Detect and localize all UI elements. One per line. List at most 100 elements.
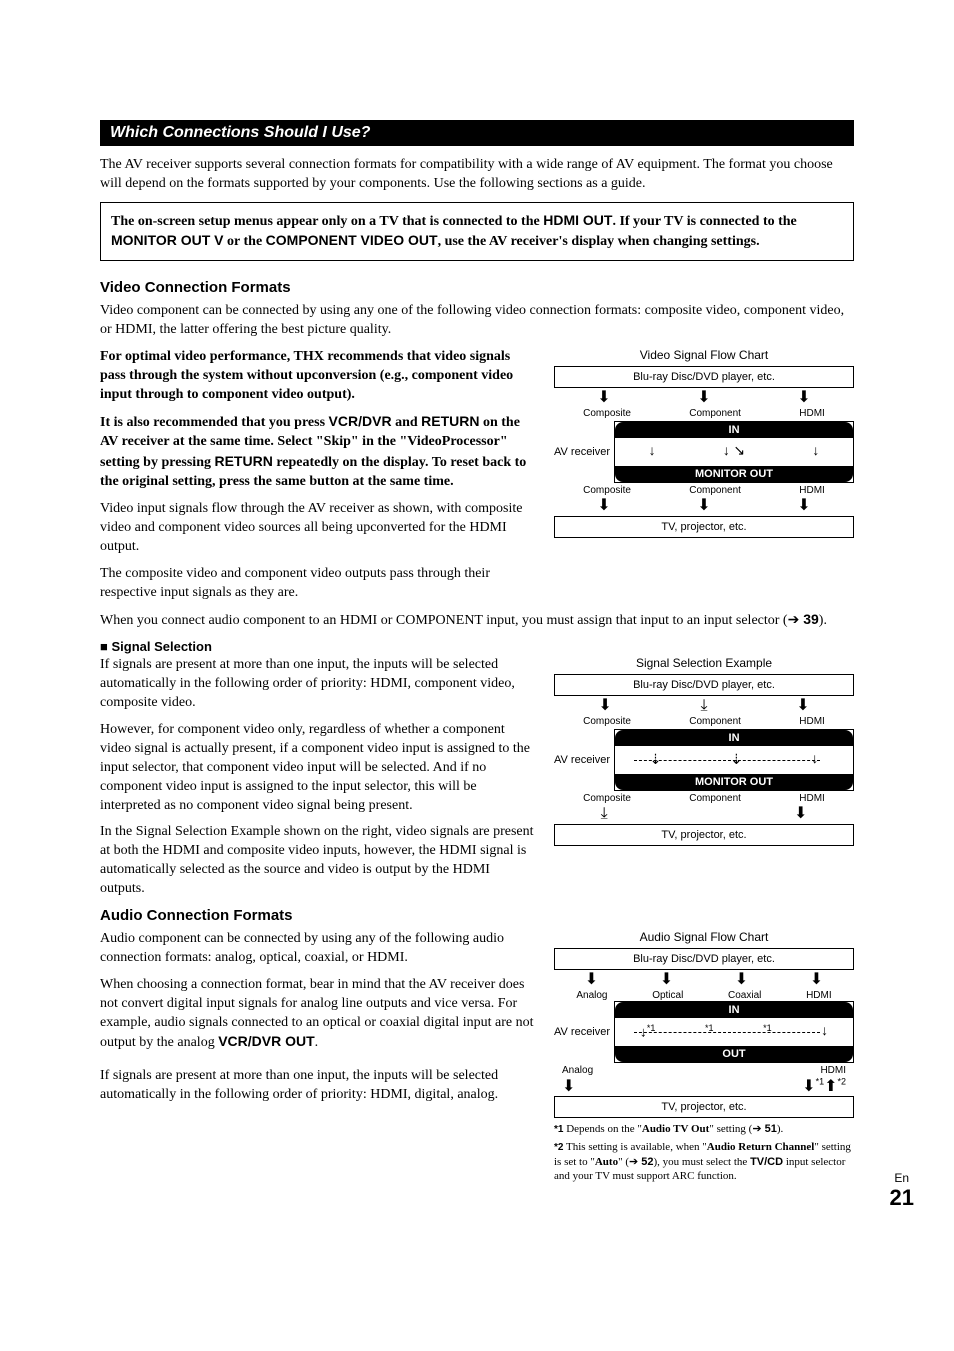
av-receiver-label: AV receiver (554, 421, 610, 483)
diagram-audio-source: Blu-ray Disc/DVD player, etc. (554, 948, 854, 970)
sigsel-p2: However, for component video only, regar… (100, 721, 536, 815)
fn2arrow: ➔ (629, 1156, 638, 1168)
sup2: *2 (837, 1077, 846, 1087)
audio-p1: Audio component can be connected by usin… (100, 930, 536, 968)
footer-lang: En (890, 1171, 914, 1185)
diagram-video-labels-out: Composite Component HDMI (554, 485, 854, 496)
lbl-component-out: Component (689, 793, 741, 804)
vr-btn1: VCR/DVR (329, 413, 392, 429)
section-header: Which Connections Should I Use? (100, 120, 854, 146)
fn1ref: 51 (762, 1123, 777, 1135)
av-receiver-label: AV receiver (554, 729, 610, 791)
diagram-audio-title: Audio Signal Flow Chart (554, 930, 854, 944)
fn1-num: *1 (554, 1124, 563, 1135)
arrow-row: ⬇⬇⬇⬇ (554, 972, 854, 988)
callout-mid2: or the (224, 234, 266, 249)
fn1a: Depends on the " (566, 1123, 642, 1135)
vr-btn2: RETURN (421, 413, 479, 429)
video-flow-diagram: Video Signal Flow Chart Blu-ray Disc/DVD… (554, 348, 854, 540)
lbl-component-out: Component (689, 485, 741, 496)
footnote-2: *2 This setting is available, when "Audi… (554, 1140, 854, 1183)
av-receiver-body: IN ↓*1 *1 *1 ↓ OUT (614, 1001, 854, 1063)
va-arrow: ➔ (788, 613, 800, 628)
vr-p2: and (392, 415, 422, 430)
band-in: IN (615, 422, 853, 438)
callout-hdmi-out: HDMI OUT (543, 212, 612, 228)
av-receiver-label: AV receiver (554, 1001, 610, 1063)
fn2-num: *2 (554, 1142, 563, 1153)
video-passthrough: The composite video and component video … (100, 565, 536, 603)
fn2a: This setting is available, when " (566, 1141, 707, 1153)
fn1arrow: ➔ (752, 1123, 761, 1135)
diagram-video-labels: Composite Component HDMI (554, 408, 854, 419)
sup1b: *1 (705, 1023, 714, 1033)
arrow-row-out: ⬇ ⬇*1⬆*2 (554, 1076, 854, 1096)
fn1c: " setting ( (709, 1123, 752, 1135)
fn2f: ), you must select the (654, 1156, 751, 1168)
callout-prefix: The on-screen setup menus appear only on… (111, 214, 543, 229)
audio-left-column: Audio component can be connected by usin… (100, 930, 536, 1113)
fn1d: ). (777, 1123, 783, 1135)
callout-mid: . If your TV is connected to the (612, 214, 796, 229)
diagram-video-dest: TV, projector, etc. (554, 516, 854, 538)
lbl-component: Component (689, 408, 741, 419)
ap2c: . (315, 1035, 319, 1050)
lbl-composite-out: Composite (583, 485, 631, 496)
lbl-hdmi-out: HDMI (799, 793, 825, 804)
diagram-video-title: Video Signal Flow Chart (554, 348, 854, 362)
band-in: IN (615, 1002, 853, 1018)
sup1a: *1 (647, 1023, 656, 1033)
diagram-sigsel-labels: Composite Component HDMI (554, 716, 854, 727)
va-ref: 39 (799, 611, 818, 627)
video-left-column: For optimal video performance, THX recom… (100, 348, 536, 611)
lbl-analog: Analog (576, 990, 607, 1001)
video-intro: Video component can be connected by usin… (100, 302, 854, 340)
sigsel-left-column: If signals are present at more than one … (100, 656, 536, 907)
lbl-hdmi-out: HDMI (799, 485, 825, 496)
fn2e: " ( (618, 1156, 629, 1168)
lbl-component: Component (689, 716, 741, 727)
lbl-hdmi-out: HDMI (820, 1065, 846, 1076)
footer-page-number: 21 (890, 1185, 914, 1211)
audio-flow-diagram: Audio Signal Flow Chart Blu-ray Disc/DVD… (554, 930, 854, 1183)
lbl-optical: Optical (652, 990, 683, 1001)
diagram-sigsel-source: Blu-ray Disc/DVD player, etc. (554, 674, 854, 696)
callout-monitor-out: MONITOR OUT V (111, 232, 224, 248)
video-recommendation: It is also recommended that you press VC… (100, 412, 536, 492)
va-p2: ). (819, 613, 827, 628)
intro-paragraph: The AV receiver supports several connect… (100, 156, 854, 194)
sup1d: *1 (816, 1077, 825, 1087)
callout-suffix: , use the AV receiver's display when cha… (438, 234, 760, 249)
arrow-row: ⬇⤓⬇ (554, 698, 854, 714)
diagram-sigsel-title: Signal Selection Example (554, 656, 854, 670)
arrow-row-out: ⬇⬇⬇ (554, 498, 854, 514)
footnote-1: *1 Depends on the "Audio TV Out" setting… (554, 1122, 854, 1136)
sigsel-p3: In the Signal Selection Example shown on… (100, 823, 536, 899)
arrow-row: ⬇⬇⬇ (554, 390, 854, 406)
sigsel-p1: If signals are present at more than one … (100, 656, 536, 713)
vr-btn3: RETURN (214, 453, 272, 469)
sigsel-diagram: Signal Selection Example Blu-ray Disc/DV… (554, 656, 854, 848)
diagram-audio-dest: TV, projector, etc. (554, 1096, 854, 1118)
lbl-coaxial: Coaxial (728, 990, 761, 1001)
lbl-hdmi: HDMI (799, 716, 825, 727)
signal-selection-heading: Signal Selection (100, 639, 854, 654)
page-footer: En 21 (890, 1171, 914, 1211)
lbl-hdmi: HDMI (806, 990, 832, 1001)
av-receiver-body: IN ↓↓ ↘↓ MONITOR OUT (614, 421, 854, 483)
audio-p2: When choosing a connection format, bear … (100, 976, 536, 1054)
vr-p1: It is also recommended that you press (100, 415, 329, 430)
lbl-composite: Composite (583, 408, 631, 419)
diagram-sigsel-dest: TV, projector, etc. (554, 824, 854, 846)
video-assign: When you connect audio component to an H… (100, 610, 854, 631)
av-receiver-body: IN ⇣⇣↓ MONITOR OUT (614, 729, 854, 791)
diagram-sigsel-labels-out: Composite Component HDMI (554, 793, 854, 804)
audio-p3: If signals are present at more than one … (100, 1067, 536, 1105)
lbl-composite-out: Composite (583, 793, 631, 804)
fn2ref: 52 (638, 1156, 653, 1168)
arrow-row-out: ⤓⬇ (554, 806, 854, 822)
fn2g: TV/CD (750, 1156, 783, 1168)
callout-box: The on-screen setup menus appear only on… (100, 202, 854, 261)
video-thx: For optimal video performance, THX recom… (100, 348, 536, 405)
va-p1: When you connect audio component to an H… (100, 613, 788, 628)
